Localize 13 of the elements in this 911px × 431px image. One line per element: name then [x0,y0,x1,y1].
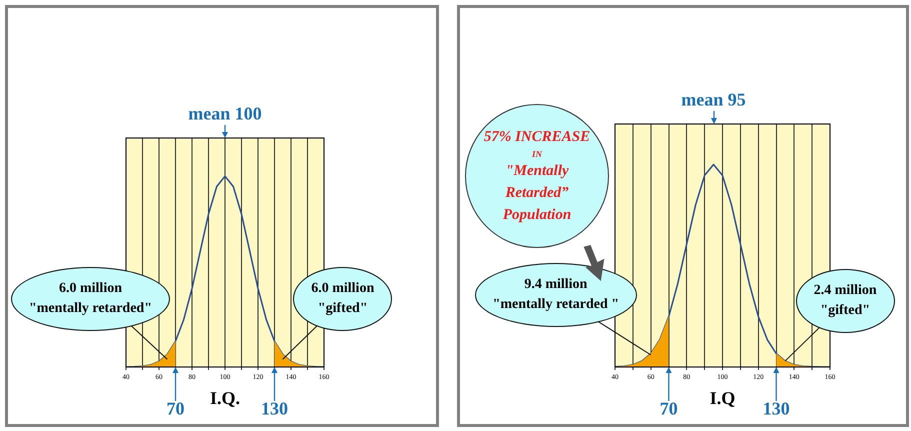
text: mean 100 [188,104,262,124]
annotation: 6.0 million "gifted" [310,280,376,318]
text: mean 95 [681,90,746,110]
annotation: 6.0 million "mentally retarded" [28,280,153,318]
annotation: 2.4 million "gifted" [812,282,878,320]
x-axis-title: I.Q. [210,388,240,408]
text: 57% INCREASE IN "Mentally Retarded” Population [482,128,592,225]
annotation: 130 [762,398,790,419]
annotation: 70 [166,398,184,419]
annotation: 9.4 million "mentally retarded " [492,276,620,314]
annotation: 70 [660,398,678,419]
annotation: 130 [261,398,288,419]
x-axis-title: I.Q [710,388,736,408]
